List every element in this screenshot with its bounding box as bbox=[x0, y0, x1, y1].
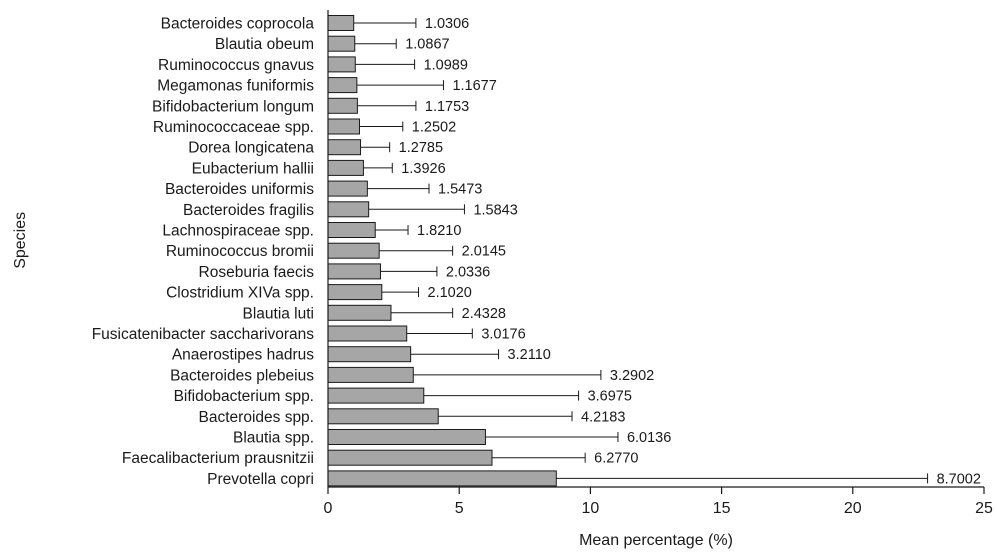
category-label: Ruminococcus bromii bbox=[166, 243, 314, 260]
bar bbox=[327, 408, 439, 425]
category-label: Eubacterium hallii bbox=[192, 160, 314, 177]
axes-group: 0 5 10 15 20 25 bbox=[324, 10, 993, 517]
data-label: 2.0145 bbox=[462, 244, 506, 260]
bar bbox=[327, 263, 381, 280]
data-label: 1.1753 bbox=[425, 99, 469, 115]
x-tick-label: 20 bbox=[844, 500, 862, 517]
bar bbox=[327, 77, 358, 94]
bar bbox=[327, 222, 376, 238]
bar bbox=[327, 35, 356, 52]
category-label: Prevotella copri bbox=[207, 471, 314, 488]
category-label: Bacteroides spp. bbox=[199, 409, 314, 426]
x-tick-label: 10 bbox=[582, 500, 600, 517]
bar bbox=[327, 284, 383, 301]
bar bbox=[327, 387, 425, 404]
category-label: Ruminococcaceae spp. bbox=[153, 119, 314, 136]
category-label: Dorea longicatena bbox=[188, 140, 314, 157]
bar bbox=[327, 180, 368, 197]
bar bbox=[327, 325, 408, 342]
bar bbox=[327, 118, 360, 135]
bar bbox=[327, 449, 493, 466]
bar bbox=[327, 366, 414, 383]
value-labels-group: 1.0306 1.0867 1.0989 1.1677 1.1753 1.2502 1.27… bbox=[399, 16, 981, 487]
data-label: 1.1677 bbox=[452, 78, 496, 94]
data-label: 6.2770 bbox=[594, 451, 638, 467]
data-label: 1.3926 bbox=[401, 161, 445, 177]
data-label: 1.2502 bbox=[412, 120, 456, 136]
bar bbox=[327, 470, 557, 487]
data-label: 3.2110 bbox=[508, 347, 551, 363]
category-label: Roseburia faecis bbox=[199, 264, 315, 281]
category-label: Bacteroides plebeius bbox=[170, 367, 314, 384]
data-label: 1.0867 bbox=[405, 37, 449, 53]
category-label: Lachnospiraceae spp. bbox=[162, 223, 314, 240]
category-label: Bacteroides uniformis bbox=[165, 181, 314, 198]
bar bbox=[327, 201, 370, 218]
bar bbox=[327, 15, 355, 31]
data-label: 3.2902 bbox=[610, 368, 654, 384]
x-axis-title: Mean percentage (%) bbox=[579, 532, 733, 549]
bar bbox=[327, 159, 364, 176]
data-label: 1.5473 bbox=[438, 182, 482, 198]
data-label: 1.2785 bbox=[399, 140, 443, 156]
category-label: Faecalibacterium prausnitzii bbox=[122, 450, 314, 467]
bar bbox=[327, 97, 358, 114]
bar bbox=[327, 346, 412, 363]
category-label: Fusicatenibacter saccharivorans bbox=[92, 326, 315, 343]
x-tick-label: 15 bbox=[713, 500, 731, 517]
data-label: 1.8210 bbox=[417, 223, 461, 239]
category-label: Megamonas funiformis bbox=[157, 78, 314, 95]
category-label: Anaerostipes hadrus bbox=[172, 347, 314, 364]
category-label: Bifidobacterium longum bbox=[152, 98, 314, 115]
error-bars-group bbox=[353, 18, 929, 484]
data-label: 8.7002 bbox=[937, 471, 981, 487]
bar bbox=[327, 56, 356, 73]
bar bbox=[327, 429, 486, 445]
data-label: 2.0336 bbox=[446, 264, 490, 280]
category-label: Bifidobacterium spp. bbox=[174, 388, 314, 405]
category-label: Blautia obeum bbox=[215, 36, 314, 53]
category-label: Ruminococcus gnavus bbox=[158, 57, 314, 74]
data-label: 3.6975 bbox=[588, 389, 632, 405]
x-tick-label: 25 bbox=[975, 500, 993, 517]
data-label: 1.0989 bbox=[424, 57, 468, 73]
data-label: 2.1020 bbox=[428, 285, 472, 301]
data-label: 2.4328 bbox=[462, 306, 506, 322]
data-label: 3.0176 bbox=[481, 327, 525, 343]
data-label: 6.0136 bbox=[627, 430, 671, 446]
y-axis-title: Species bbox=[12, 212, 29, 269]
data-label: 1.0306 bbox=[425, 16, 469, 32]
data-label: 1.5843 bbox=[473, 202, 517, 218]
data-label: 4.2183 bbox=[581, 409, 625, 425]
category-labels-group: Bacteroides coprocola Blautia obeum Rumino… bbox=[92, 16, 315, 488]
category-label: Clostridium XIVa spp. bbox=[166, 285, 314, 302]
category-label: Blautia spp. bbox=[233, 430, 314, 447]
x-tick-label: 0 bbox=[324, 500, 333, 517]
category-label: Bacteroides fragilis bbox=[183, 202, 314, 219]
category-label: Blautia luti bbox=[242, 305, 314, 322]
x-tick-label: 5 bbox=[455, 500, 464, 517]
bar bbox=[327, 139, 362, 156]
category-label: Bacteroides coprocola bbox=[161, 16, 315, 33]
bar bbox=[327, 304, 392, 321]
bar bbox=[327, 242, 380, 259]
